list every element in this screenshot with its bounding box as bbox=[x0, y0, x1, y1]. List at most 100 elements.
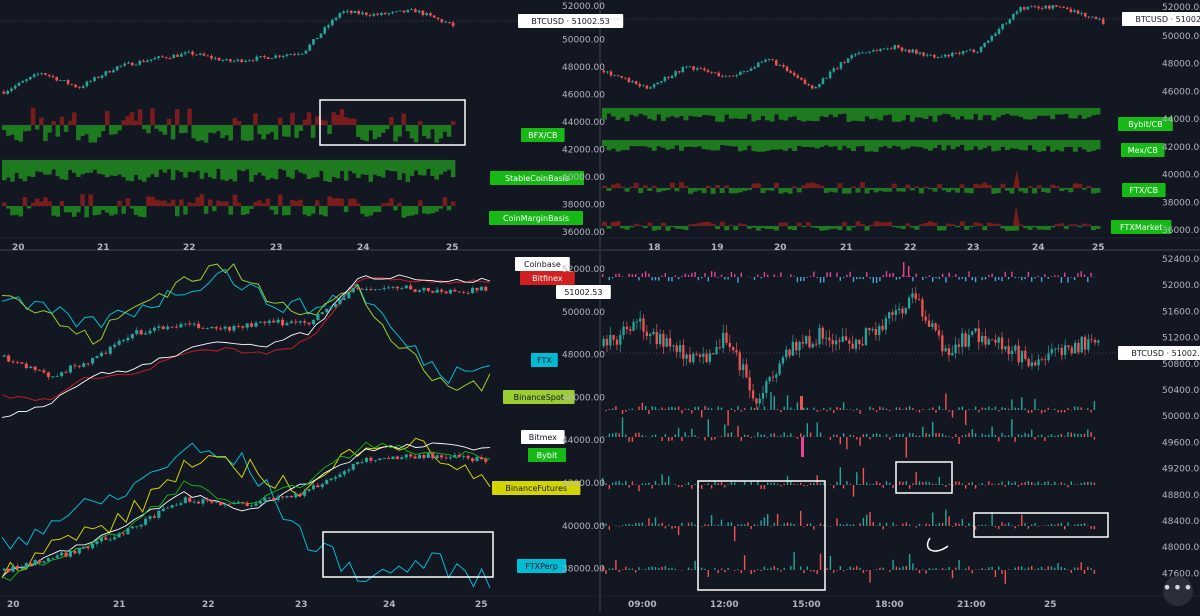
tr-mex-cb-bar bbox=[788, 140, 793, 148]
bl-bottom-candle bbox=[343, 471, 346, 474]
br-volume-row-4 bbox=[850, 525, 851, 526]
br-volume-row-5 bbox=[1084, 570, 1085, 574]
tl-coinmargin-bar bbox=[150, 197, 155, 206]
br-candle bbox=[689, 355, 691, 363]
tl-stablecoin-bar bbox=[191, 160, 196, 172]
br-volume-row-4 bbox=[661, 523, 662, 526]
bl-bottom-candle bbox=[290, 496, 293, 497]
tag-ftx: FTX bbox=[537, 356, 552, 365]
tl-candle bbox=[373, 14, 376, 16]
tr-ftx-cb-bar bbox=[960, 184, 965, 188]
bl-top-candle bbox=[254, 323, 257, 327]
br-candle bbox=[755, 398, 757, 403]
br-top-histogram-bar bbox=[906, 276, 907, 277]
tl-coinmargin-bar bbox=[352, 199, 357, 206]
tr-candle bbox=[861, 52, 864, 53]
bl-top-candle bbox=[193, 324, 196, 325]
br-volume-row-3 bbox=[777, 484, 778, 485]
br-volume-row-3 bbox=[975, 485, 976, 489]
more-options-button[interactable]: ••• bbox=[1163, 576, 1193, 606]
br-candle bbox=[1094, 340, 1096, 343]
br-candle bbox=[878, 326, 880, 335]
br-volume-row-4 bbox=[1054, 525, 1055, 526]
br-volume-row-4 bbox=[863, 518, 864, 526]
br-volume-row-3 bbox=[820, 483, 821, 485]
tr-ftx-cb-bar bbox=[1009, 188, 1014, 194]
tr-mex-cb-bar bbox=[779, 140, 784, 149]
bl-top-candle bbox=[175, 327, 178, 328]
tl-x-tick: 25 bbox=[446, 243, 459, 253]
tr-candle bbox=[955, 53, 958, 54]
br-candle bbox=[622, 327, 624, 335]
br-volume-row-2 bbox=[668, 437, 669, 441]
tr-ftxmarket-bar bbox=[1009, 226, 1014, 231]
tr-bybit-cb-bar bbox=[670, 108, 675, 116]
tr-candle bbox=[1026, 7, 1029, 9]
br-volume-row-5 bbox=[784, 568, 785, 570]
br-top-histogram-bar bbox=[843, 277, 844, 278]
br-volume-row-3 bbox=[661, 474, 662, 485]
tr-mex-cb-bar bbox=[955, 140, 960, 147]
tr-ftxmarket-bar bbox=[837, 226, 842, 230]
br-volume-row-1 bbox=[833, 410, 834, 413]
br-volume-row-4 bbox=[955, 523, 956, 526]
br-volume-row-3 bbox=[1084, 482, 1085, 485]
br-volume-row-5 bbox=[1054, 568, 1055, 570]
br-volume-row-5 bbox=[817, 570, 818, 574]
tr-ftx-cb-bar bbox=[720, 188, 725, 193]
tl-bfx-cb-bar bbox=[23, 125, 28, 131]
tr-mex-cb-bar bbox=[602, 140, 607, 146]
tl-stablecoin-bar bbox=[381, 160, 386, 178]
br-left-y-tick: 50000.00 bbox=[562, 308, 605, 318]
br-candle bbox=[1014, 346, 1016, 351]
br-volume-row-1 bbox=[1005, 408, 1006, 410]
tl-coinmargin-bar bbox=[299, 200, 304, 206]
tr-ftxmarket-bar bbox=[652, 226, 657, 231]
br-candle bbox=[632, 322, 634, 331]
br-top-histogram-bar bbox=[688, 275, 689, 277]
br-volume-row-5 bbox=[1001, 570, 1002, 574]
bl-bottom-candle bbox=[299, 494, 302, 496]
br-volume-row-1 bbox=[688, 409, 689, 410]
br-candle bbox=[1074, 343, 1076, 353]
br-volume-row-1 bbox=[853, 410, 854, 411]
br-volume-row-5 bbox=[764, 567, 765, 570]
tr-bybit-cb-bar bbox=[1032, 108, 1037, 119]
br-volume-row-5 bbox=[751, 570, 752, 574]
tr-y-tick: 48000.00 bbox=[1162, 60, 1200, 70]
br-top-histogram-bar bbox=[615, 274, 616, 277]
br-volume-row-1 bbox=[820, 410, 821, 411]
tr-bybit-cb-bar bbox=[901, 108, 906, 120]
br-volume-row-4 bbox=[803, 526, 804, 527]
tr-candle bbox=[735, 75, 738, 76]
tr-bybit-cb-bar bbox=[765, 108, 770, 120]
bl-bottom-candle bbox=[361, 462, 364, 463]
tr-bybit-cb-bar bbox=[883, 108, 888, 115]
br-volume-row-5 bbox=[916, 568, 917, 570]
tr-ftx-cb-bar bbox=[742, 188, 747, 191]
tl-candle bbox=[188, 52, 191, 53]
tr-candle bbox=[700, 68, 703, 69]
br-volume-row-5 bbox=[741, 570, 742, 573]
tl-candle bbox=[240, 59, 243, 62]
br-top-histogram-bar bbox=[988, 275, 989, 277]
br-volume-row-1 bbox=[1067, 408, 1068, 410]
br-volume-row-3 bbox=[625, 481, 626, 485]
tr-mex-cb-bar bbox=[647, 140, 652, 148]
bl-top-candle bbox=[188, 324, 191, 325]
tl-bfx-cb-bar bbox=[179, 125, 184, 133]
bl-bottom-candle bbox=[135, 526, 138, 527]
br-volume-row-3 bbox=[1005, 485, 1006, 487]
br-volume-row-1 bbox=[1001, 407, 1002, 410]
br-candle bbox=[702, 354, 704, 357]
bl-top-candle bbox=[11, 362, 14, 363]
tr-candle bbox=[980, 47, 983, 52]
tr-ftx-cb-bar bbox=[770, 188, 775, 191]
tr-candle bbox=[886, 49, 889, 50]
bl-bottom-candle bbox=[277, 496, 280, 500]
tr-mex-cb-bar bbox=[896, 140, 901, 147]
bl-top-candle bbox=[34, 367, 37, 370]
br-volume-row-1 bbox=[843, 402, 844, 410]
tl-coinmargin-bar bbox=[434, 206, 439, 212]
tr-bybit-cb-bar bbox=[661, 108, 666, 121]
